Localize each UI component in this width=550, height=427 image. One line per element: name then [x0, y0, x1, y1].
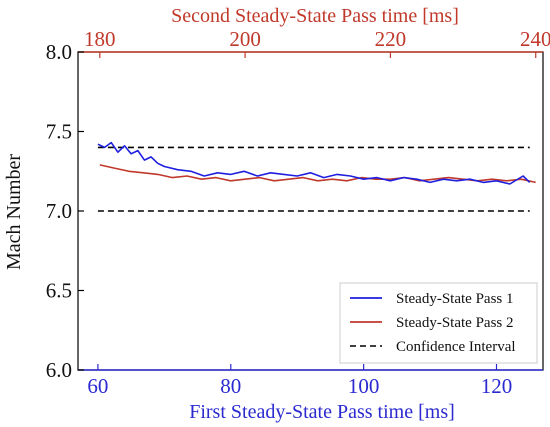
bottom-axis-title: First Steady-State Pass time [ms]	[189, 401, 455, 423]
series-line-pass-1	[97, 141, 531, 185]
top-tick-label: 220	[375, 27, 407, 51]
top-tick-label: 240	[520, 27, 550, 51]
bottom-tick-label: 80	[220, 374, 241, 398]
top-axis-title: Second Steady-State Pass time [ms]	[171, 5, 459, 27]
left-tick-label: 6.5	[46, 279, 72, 303]
legend-label-confidence: Confidence Interval	[396, 339, 516, 355]
left-tick-label: 7.5	[46, 120, 72, 144]
top-ticks: 180 200 220 240	[84, 27, 550, 58]
top-tick-label: 180	[84, 27, 116, 51]
bottom-ticks: 60 80 100 120	[87, 364, 512, 398]
bottom-tick-label: 60	[87, 374, 108, 398]
bottom-tick-label: 120	[481, 374, 513, 398]
left-tick-label: 8.0	[46, 40, 72, 64]
legend: Steady-State Pass 1 Steady-State Pass 2 …	[339, 282, 538, 364]
legend-label-pass-1: Steady-State Pass 1	[396, 291, 514, 307]
left-tick-label: 7.0	[46, 199, 72, 223]
series-layer	[97, 141, 536, 212]
legend-label-pass-2: Steady-State Pass 2	[396, 315, 514, 331]
bottom-tick-label: 100	[348, 374, 380, 398]
left-axis-title: Mach Number	[3, 154, 25, 270]
series-line-pass-2	[99, 164, 536, 184]
left-tick-label: 6.0	[46, 358, 72, 382]
legend-box	[339, 282, 538, 364]
left-ticks: 6.0 6.5 7.0 7.5 8.0	[46, 40, 84, 382]
top-tick-label: 200	[229, 27, 261, 51]
